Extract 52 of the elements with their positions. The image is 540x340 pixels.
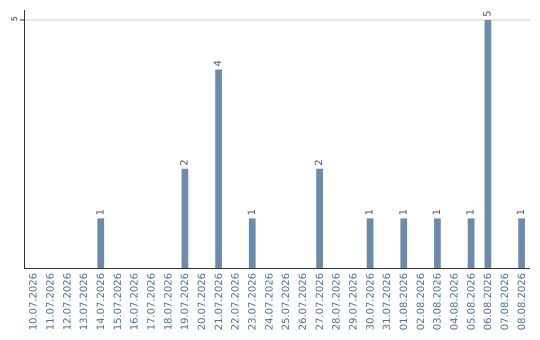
bar <box>518 218 525 268</box>
data-label: 4 <box>213 60 224 67</box>
bar <box>366 218 374 268</box>
x-tick-label: 31.07.2026 <box>382 273 394 330</box>
data-label: 5 <box>482 10 494 17</box>
bar <box>400 218 408 268</box>
x-tick-label: 02.08.2026 <box>416 273 427 330</box>
x-tick-label: 11.07.2026 <box>46 273 56 330</box>
bar <box>97 218 104 268</box>
x-tick-label: 26.07.2026 <box>298 273 309 330</box>
x-tick-label: 03.08.2026 <box>432 273 444 330</box>
x-tick-label: 25.07.2026 <box>281 273 292 330</box>
data-label: 1 <box>516 209 528 216</box>
x-tick-label: 21.07.2026 <box>214 273 225 330</box>
data-label: 1 <box>364 209 376 216</box>
x-tick-label: 29.07.2026 <box>348 273 360 330</box>
x-tick-label: 28.07.2026 <box>332 273 343 330</box>
x-tick-label: 13.07.2026 <box>79 273 90 330</box>
x-tick-label: 15.07.2026 <box>112 273 124 330</box>
x-tick-label: 16.07.2026 <box>130 273 141 330</box>
x-tick-label: 04.08.2026 <box>450 273 460 330</box>
x-tick-label: 23.07.2026 <box>248 273 258 330</box>
x-tick-label: 10.07.2026 <box>28 273 40 330</box>
x-tick-label: 01.08.2026 <box>399 273 410 330</box>
bar <box>434 218 441 268</box>
x-tick-label: 07.08.2026 <box>500 273 511 330</box>
bar <box>182 168 188 268</box>
data-label: 1 <box>95 209 106 216</box>
data-label: 1 <box>466 209 477 216</box>
x-tick-label: 08.08.2026 <box>516 273 528 330</box>
data-label: 1 <box>432 209 443 216</box>
x-tick-label: 17.07.2026 <box>146 273 158 330</box>
data-label: 2 <box>314 159 326 166</box>
x-tick-label: 12.07.2026 <box>62 273 74 330</box>
x-tick-label: 14.07.2026 <box>96 273 107 330</box>
x-tick-label: 30.07.2026 <box>365 273 376 330</box>
x-tick-label: 05.08.2026 <box>466 273 478 330</box>
data-label: 2 <box>179 159 190 166</box>
bar <box>484 20 492 268</box>
data-label: 1 <box>398 209 410 216</box>
bar <box>215 70 222 268</box>
x-tick-label: 27.07.2026 <box>314 273 326 330</box>
x-tick-label: 20.07.2026 <box>197 273 208 330</box>
x-tick-label: 19.07.2026 <box>180 273 192 330</box>
data-label: 1 <box>246 209 258 216</box>
x-tick-label: 18.07.2026 <box>163 273 174 330</box>
bar <box>316 168 323 268</box>
bar <box>468 218 474 268</box>
x-tick-label: 22.07.2026 <box>230 273 242 330</box>
bar <box>248 218 256 268</box>
x-tick-label: 06.08.2026 <box>483 273 494 330</box>
x-tick-label: 24.07.2026 <box>264 273 276 330</box>
